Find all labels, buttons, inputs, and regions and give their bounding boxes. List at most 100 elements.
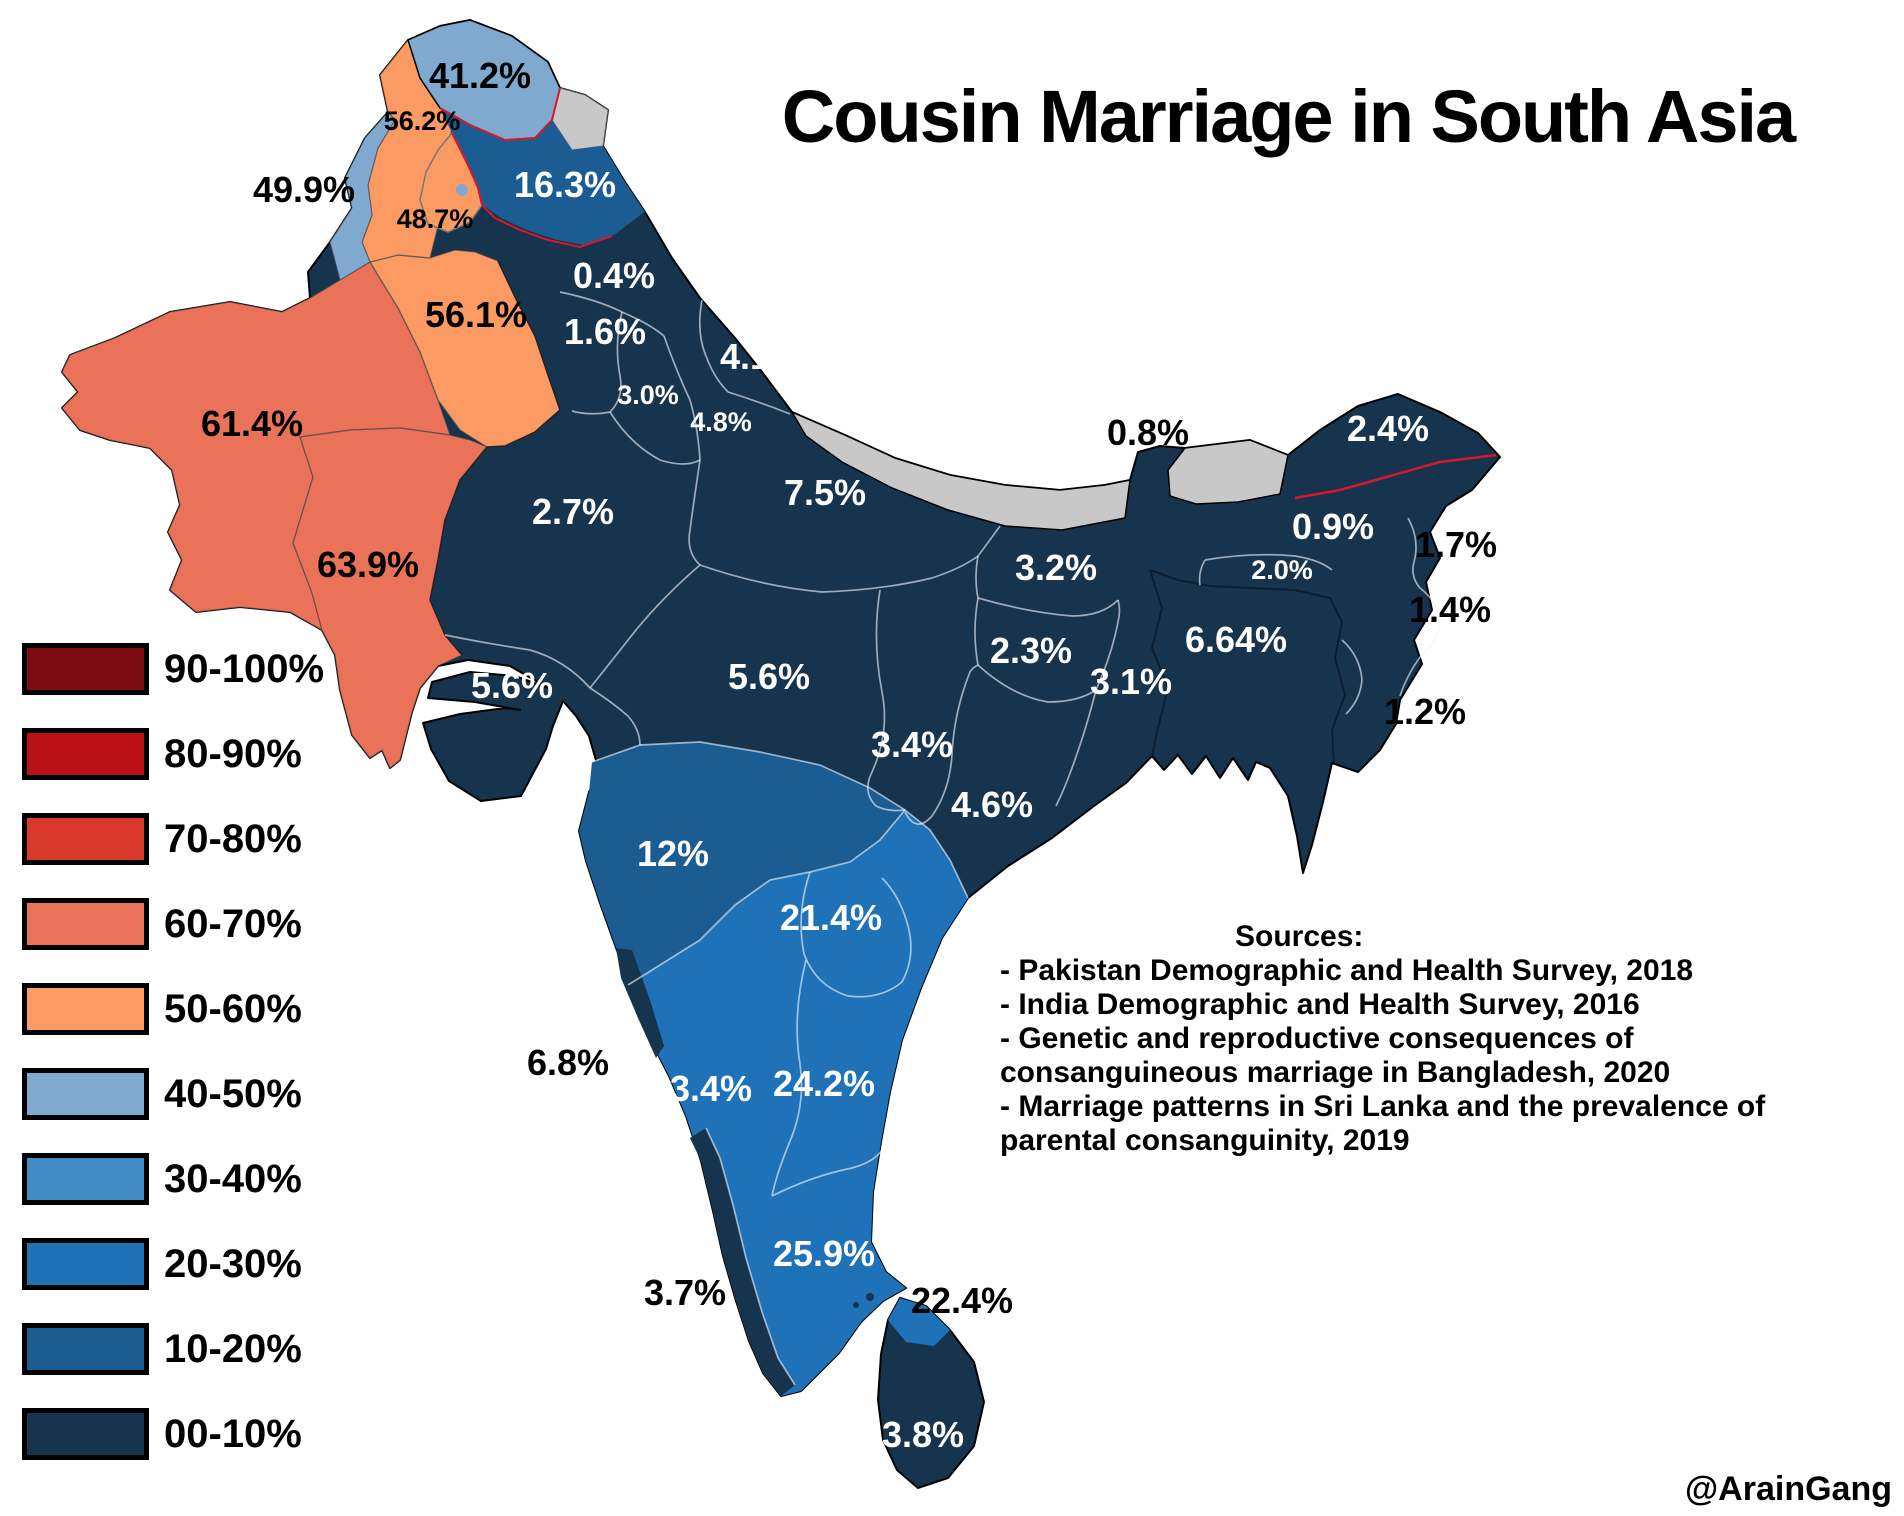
region-bhutan <box>1167 439 1289 505</box>
legend-row-20-30%: 20-30% <box>22 1238 324 1290</box>
legend-swatch-60-70% <box>22 898 149 950</box>
border-kashmir-south <box>481 204 646 247</box>
legend-label: 90-100% <box>164 647 325 691</box>
label-sri-lanka: 3.8% <box>882 1414 964 1455</box>
legend-row-10-20%: 10-20% <box>22 1323 324 1375</box>
legend-row-30-40%: 30-40% <box>22 1153 324 1205</box>
label-uttar-pradesh: 7.5% <box>784 472 866 513</box>
label-karnataka: 23.4% <box>650 1068 752 1109</box>
source-item: - India Demographic and Health Survey, 2… <box>1000 988 1640 1021</box>
sources-heading: Sources: <box>1235 920 1364 953</box>
legend-label: 20-30% <box>164 1242 302 1286</box>
region-kerala <box>690 1128 795 1396</box>
label-assam: 0.9% <box>1292 506 1374 547</box>
label-balochistan: 61.4% <box>201 403 303 444</box>
legend-swatch-80-90% <box>22 728 149 780</box>
sources-block: Sources: - Pakistan Demographic and Heal… <box>1000 920 1865 1158</box>
islet <box>866 1293 874 1301</box>
disputed-line-gilgit <box>439 87 561 142</box>
page-title: Cousin Marriage in South Asia <box>781 75 1796 158</box>
region-sri-lanka-north <box>888 1298 950 1346</box>
region-goa <box>616 948 664 1058</box>
label-arunachal-pradesh: 2.4% <box>1347 408 1429 449</box>
region-nepal <box>790 410 1131 531</box>
legend-swatch-70-80% <box>22 813 149 865</box>
label-goa: 6.8% <box>527 1042 609 1083</box>
label-sikkim: 0.8% <box>1107 412 1189 453</box>
legend-row-70-80%: 70-80% <box>22 813 324 865</box>
label-manipur: 1.4% <box>1409 589 1491 630</box>
pakistan-internal-borders <box>292 254 461 594</box>
label-uttarakhand: 4.1% <box>720 336 802 377</box>
map-labels: 41.2% 56.2% 49.9% 48.7% 16.3% 56.1% 61.4… <box>201 55 1497 1455</box>
legend-swatch-10-20% <box>22 1323 149 1375</box>
legend-row-60-70%: 60-70% <box>22 898 324 950</box>
region-maharashtra <box>579 742 905 985</box>
legend-label: 40-50% <box>164 1072 302 1116</box>
label-khyber-pakhtunkhwa: 56.2% <box>384 106 461 136</box>
legend-label: 70-80% <box>164 817 302 861</box>
label-bihar: 3.2% <box>1015 547 1097 588</box>
label-punjab-india: 1.6% <box>564 311 646 352</box>
source-item: - Genetic and reproductive consequences … <box>1000 1022 1671 1089</box>
source-item: - Marriage patterns in Sri Lanka and the… <box>1000 1090 1766 1157</box>
label-gujarat: 5.6% <box>471 665 553 706</box>
disputed-line-mcmahon <box>1294 453 1497 500</box>
legend-label: 50-60% <box>164 987 302 1031</box>
legend-swatch-30-40% <box>22 1153 149 1205</box>
legend-label: 00-10% <box>164 1412 302 1456</box>
label-west-bengal: 3.1% <box>1090 661 1172 702</box>
source-item: - Pakistan Demographic and Health Survey… <box>1000 954 1694 987</box>
sources-list: - Pakistan Demographic and Health Survey… <box>1000 954 1865 1158</box>
legend-swatch-00-10% <box>22 1408 149 1460</box>
disputed-line-kashmir <box>451 132 613 249</box>
region-south-india-block <box>628 810 968 1396</box>
label-delhi-region: 4.8% <box>690 407 752 437</box>
label-meghalaya: 2.0% <box>1251 555 1313 585</box>
label-rajasthan: 2.7% <box>532 491 614 532</box>
legend-label: 10-20% <box>164 1327 302 1371</box>
attribution: @ArainGang <box>1685 1470 1892 1508</box>
islet <box>853 1302 859 1308</box>
legend-row-50-60%: 50-60% <box>22 983 324 1035</box>
label-tamil-nadu: 25.9% <box>773 1233 875 1274</box>
label-jammu-kashmir: 16.3% <box>514 164 616 205</box>
legend-swatch-90-100% <box>22 643 149 695</box>
legend: 90-100% 80-90% 70-80% 60-70% 50-60% 40-50% 30-… <box>22 643 324 1493</box>
legend-label: 60-70% <box>164 902 302 946</box>
legend-swatch-40-50% <box>22 1068 149 1120</box>
border-india-pakistan <box>429 260 561 656</box>
label-nagaland: 1.7% <box>1415 524 1497 565</box>
region-balochistan <box>61 261 451 632</box>
label-kerala: 3.7% <box>644 1272 726 1313</box>
legend-row-00-10%: 00-10% <box>22 1408 324 1460</box>
legend-swatch-20-30% <box>22 1238 149 1290</box>
legend-row-80-90%: 80-90% <box>22 728 324 780</box>
azad-kashmir-lake <box>456 184 468 196</box>
legend-label: 80-90% <box>164 732 302 776</box>
label-maharashtra: 12% <box>637 833 709 874</box>
label-gilgit-baltistan: 41.2% <box>429 55 531 96</box>
label-andhra-pradesh: 24.2% <box>773 1063 875 1104</box>
label-fata-strip: 49.9% <box>253 169 355 210</box>
label-madhya-pradesh: 5.6% <box>728 656 810 697</box>
label-haryana: 3.0% <box>617 380 679 410</box>
label-bangladesh: 6.64% <box>1185 619 1287 660</box>
label-jharkhand: 2.3% <box>990 630 1072 671</box>
label-punjab-pakistan: 56.1% <box>425 294 527 335</box>
legend-row-40-50%: 40-50% <box>22 1068 324 1120</box>
legend-label: 30-40% <box>164 1157 302 1201</box>
state-borders <box>444 291 1441 1386</box>
label-sri-lanka-north: 22.4% <box>911 1280 1013 1321</box>
region-sindh <box>292 427 488 769</box>
label-himachal-pradesh: 0.4% <box>573 255 655 296</box>
label-azad-kashmir: 48.7% <box>397 204 474 234</box>
legend-swatch-50-60% <box>22 983 149 1035</box>
region-sri-lanka <box>876 1296 986 1490</box>
label-chhattisgarh: 3.4% <box>871 724 953 765</box>
label-odisha: 4.6% <box>951 784 1033 825</box>
label-sindh: 63.9% <box>317 544 419 585</box>
label-mizoram: 1.2% <box>1384 691 1466 732</box>
